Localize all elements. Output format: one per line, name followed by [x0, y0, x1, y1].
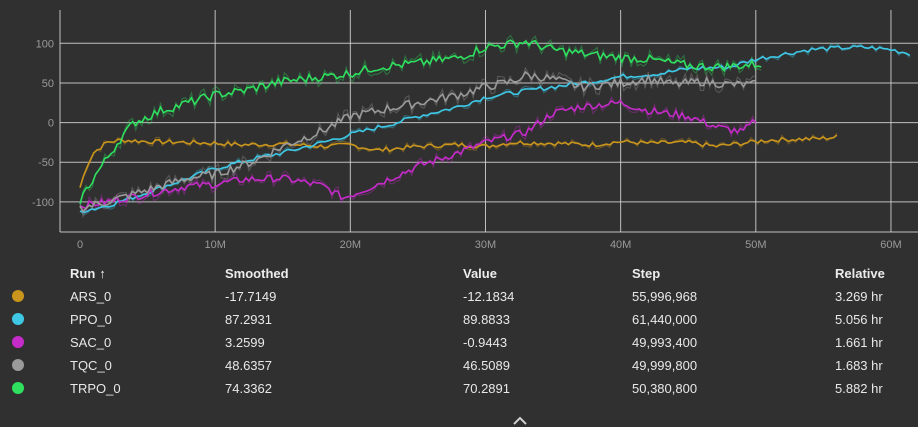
- run-name: TRPO_0: [70, 381, 121, 396]
- y-tick-label: 100: [36, 38, 54, 50]
- chart: 0 10M 20M 30M 40M 50M 60M 100 50 0 -50 -100: [32, 10, 918, 251]
- run-color-swatch[interactable]: [12, 313, 24, 325]
- x-tick-label: 0: [77, 239, 83, 251]
- table-header: Run ↑ Smoothed Value Step Relative: [0, 262, 918, 285]
- step-column-header: Step: [632, 266, 661, 281]
- step-value: 55,996,968: [632, 289, 698, 304]
- step-value: 61,440,000: [632, 312, 698, 327]
- raw-value: -0.9443: [463, 335, 508, 350]
- run-color-swatch[interactable]: [12, 382, 24, 394]
- series-raw-PPO_0: [79, 42, 911, 216]
- relative-time: 5.882 hr: [835, 381, 883, 396]
- smoothed-value: 3.2599: [225, 335, 265, 350]
- series-line-TQC_0: [79, 70, 756, 213]
- raw-value: 89.8833: [463, 312, 510, 327]
- relative-time: 1.683 hr: [835, 358, 883, 373]
- raw-value: 46.5089: [463, 358, 510, 373]
- raw-value: -12.1834: [463, 289, 515, 304]
- run-header-label: Run: [70, 266, 96, 281]
- run-color-swatch[interactable]: [12, 336, 24, 348]
- smoothed-value: -17.7149: [225, 289, 277, 304]
- y-tick-label: 50: [42, 78, 54, 90]
- x-tick-label: 10M: [204, 239, 225, 251]
- run-column-header[interactable]: Run ↑: [70, 266, 106, 281]
- runs-table: Run ↑ Smoothed Value Step Relative ARS_0 …: [0, 262, 918, 400]
- smoothed-value: 48.6357: [225, 358, 272, 373]
- sort-ascending-icon[interactable]: ↑: [99, 266, 106, 281]
- table-row: SAC_0 3.2599 -0.9443 49,993,400 1.661 hr: [0, 331, 918, 354]
- table-row: PPO_0 87.2931 89.8833 61,440,000 5.056 h…: [0, 308, 918, 331]
- step-value: 50,380,800: [632, 381, 698, 396]
- y-tick-label: 0: [48, 118, 54, 130]
- step-value: 49,999,800: [632, 358, 698, 373]
- series-raw-SAC_0: [79, 95, 757, 215]
- series-line-PPO_0: [79, 44, 911, 214]
- relative-time: 3.269 hr: [835, 289, 883, 304]
- run-name: ARS_0: [70, 289, 112, 304]
- table-row: TQC_0 48.6357 46.5089 49,999,800 1.683 h…: [0, 354, 918, 377]
- series-line-SAC_0: [79, 99, 757, 210]
- run-name: SAC_0: [70, 335, 112, 350]
- step-value: 49,993,400: [632, 335, 698, 350]
- tick-layer: 0 10M 20M 30M 40M 50M 60M 100 50 0 -50 -100: [32, 38, 902, 251]
- raw-layer: [79, 34, 911, 219]
- x-tick-label: 30M: [475, 239, 496, 251]
- series-line-TRPO_0: [79, 39, 762, 205]
- run-color-swatch[interactable]: [12, 290, 24, 302]
- value-column-header: Value: [463, 266, 497, 281]
- grid-layer: [59, 10, 918, 233]
- x-tick-label: 50M: [745, 239, 766, 251]
- run-name: PPO_0: [70, 312, 112, 327]
- relative-time: 1.661 hr: [835, 335, 883, 350]
- x-tick-label: 60M: [880, 239, 901, 251]
- series-raw-TRPO_0: [79, 34, 762, 209]
- table-row: TRPO_0 74.3362 70.2891 50,380,800 5.882 …: [0, 377, 918, 400]
- y-tick-label: -100: [32, 197, 54, 209]
- relative-time: 5.056 hr: [835, 312, 883, 327]
- relative-column-header: Relative: [835, 266, 885, 281]
- run-name: TQC_0: [70, 358, 112, 373]
- x-tick-label: 20M: [340, 239, 361, 251]
- smoothed-column-header: Smoothed: [225, 266, 289, 281]
- x-tick-label: 40M: [610, 239, 631, 251]
- smoothed-value: 74.3362: [225, 381, 272, 396]
- run-color-swatch[interactable]: [12, 359, 24, 371]
- table-row: ARS_0 -17.7149 -12.1834 55,996,968 3.269…: [0, 285, 918, 308]
- raw-value: 70.2891: [463, 381, 510, 396]
- smoothed-value: 87.2931: [225, 312, 272, 327]
- y-tick-label: -50: [38, 157, 54, 169]
- chevron-up-icon[interactable]: [512, 414, 528, 426]
- line-layer: [79, 39, 911, 214]
- series-line-ARS_0: [79, 134, 838, 188]
